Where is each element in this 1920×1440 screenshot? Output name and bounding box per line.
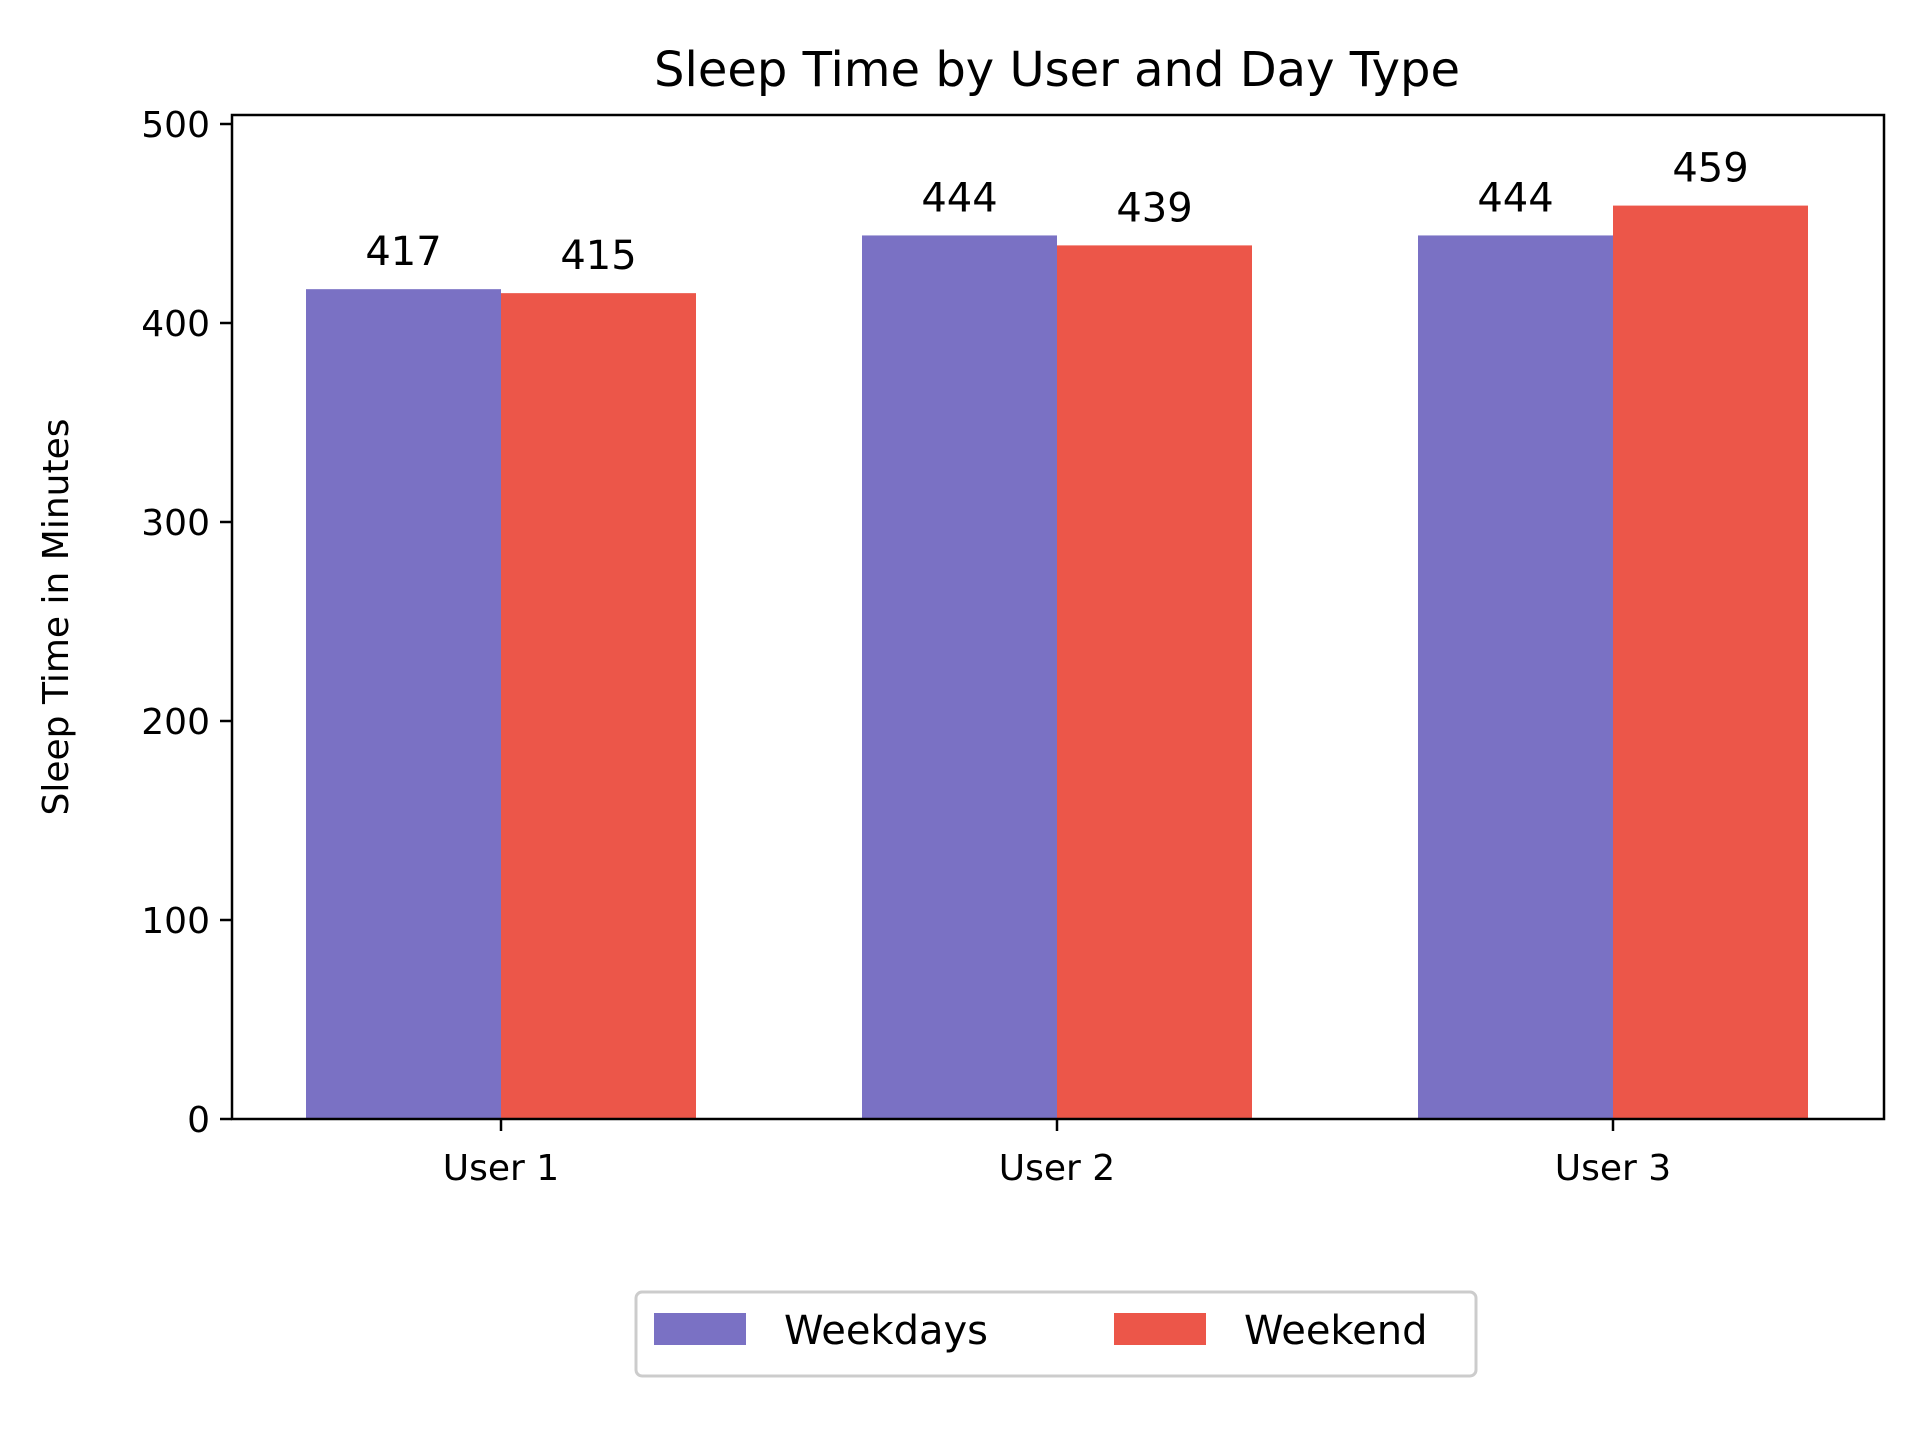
data-label-weekend-3: 459 [1672, 146, 1748, 192]
chart-title: Sleep Time by User and Day Type [654, 42, 1460, 98]
bar-weekend-2 [1057, 245, 1252, 1119]
data-label-weekend-2: 439 [1116, 185, 1192, 231]
y-tick-label: 200 [141, 702, 210, 743]
plot-area-frame [230, 113, 1886, 1121]
data-label-weekdays-1: 417 [365, 229, 441, 275]
y-axis-label: Sleep Time in Minutes [36, 419, 77, 816]
y-axis-ticks: 0 100 200 300 400 500 [141, 105, 232, 1141]
y-tick-label: 500 [141, 105, 210, 146]
legend-swatch-weekdays [654, 1313, 746, 1345]
y-tick-label: 0 [187, 1100, 210, 1141]
legend-swatch-weekend [1114, 1313, 1206, 1345]
data-label-weekend-1: 415 [560, 233, 636, 279]
y-tick-label: 300 [141, 503, 210, 544]
bar-weekdays-3 [1418, 235, 1613, 1119]
y-tick-label: 400 [141, 304, 210, 345]
legend-box [634, 1290, 1478, 1378]
x-axis-ticks: User 1 User 2 User 3 [443, 1119, 1671, 1189]
x-tick-label: User 3 [1555, 1148, 1671, 1189]
x-tick-label: User 1 [443, 1148, 559, 1189]
legend-label-weekend: Weekend [1244, 1308, 1428, 1354]
legend-label-weekdays: Weekdays [784, 1308, 988, 1354]
legend: Weekdays Weekend [634, 1290, 1478, 1378]
bar-weekend-1 [501, 293, 696, 1119]
bar-weekend-3 [1613, 205, 1808, 1120]
y-tick-label: 100 [141, 901, 210, 942]
data-label-weekdays-3: 444 [1477, 175, 1553, 221]
data-labels: 417 415 444 439 444 459 [365, 146, 1748, 280]
bar-weekdays-2 [862, 235, 1057, 1119]
data-label-weekdays-2: 444 [921, 175, 997, 221]
bars [306, 205, 1808, 1120]
x-tick-label: User 2 [999, 1148, 1115, 1189]
bar-weekdays-1 [306, 289, 501, 1119]
